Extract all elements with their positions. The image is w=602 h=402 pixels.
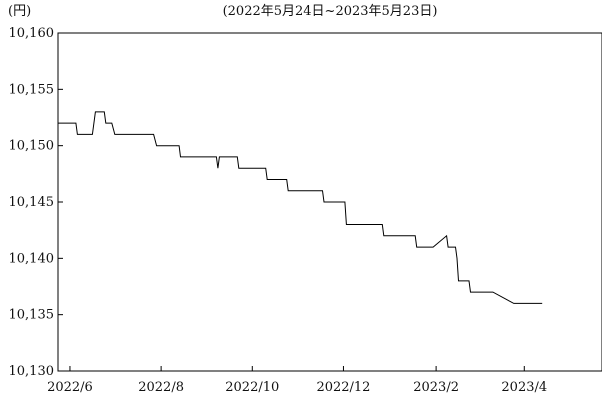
y-axis-unit-label: (円) xyxy=(8,4,31,19)
y-tick-label: 10,155 xyxy=(9,82,55,97)
x-tick-label: 2022/6 xyxy=(47,380,93,395)
y-tick-label: 10,140 xyxy=(9,251,55,266)
y-tick-label: 10,145 xyxy=(9,195,55,210)
y-tick-label: 10,130 xyxy=(9,364,55,379)
y-tick-label: 10,160 xyxy=(9,26,55,41)
y-axis: 10,130 10,135 10,140 10,145 10,150 10,155 10,1… xyxy=(9,26,63,379)
y-tick-label: 10,135 xyxy=(9,308,55,323)
x-tick-label: 2023/4 xyxy=(501,380,547,395)
y-tick-label: 10,150 xyxy=(9,139,55,154)
series-line xyxy=(58,111,543,304)
chart-period-subtitle: (2022年5月24日~2023年5月23日) xyxy=(223,4,438,19)
x-axis: 2022/6 2022/8 2022/10 2022/12 2023/2 2023/4 xyxy=(47,366,547,395)
x-tick-label: 2022/10 xyxy=(225,380,279,395)
x-tick-label: 2022/8 xyxy=(138,380,184,395)
x-tick-label: 2022/12 xyxy=(316,380,370,395)
x-tick-label: 2023/2 xyxy=(413,380,459,395)
